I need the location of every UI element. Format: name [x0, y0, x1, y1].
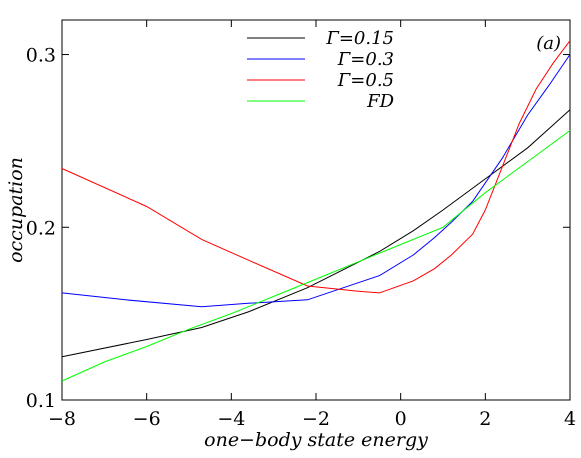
series-line-3 [61, 130, 571, 382]
axis-ticks: −8 −6 −4 −2 0 2 4 0.1 0.2 0.3 [26, 20, 576, 430]
legend-label-1: Γ=0.3 [337, 49, 394, 70]
series-line-1 [61, 54, 571, 308]
series-line-0 [61, 109, 571, 358]
y-axis-label: occupation [5, 157, 27, 263]
x-tick-label: −4 [217, 408, 245, 430]
x-tick-label: −2 [302, 408, 330, 430]
legend-label-0: Γ=0.15 [325, 28, 394, 49]
x-tick-label: 0 [395, 408, 407, 430]
legend-label-3: FD [366, 91, 394, 112]
series-line-2 [61, 40, 571, 294]
series-layer [61, 40, 571, 382]
x-tick-label: −6 [133, 408, 161, 430]
x-tick-label: −8 [48, 408, 76, 430]
y-tick-label: 0.1 [26, 390, 56, 412]
legend: Γ=0.15Γ=0.3Γ=0.5FD [247, 28, 395, 112]
x-tick-label: 2 [479, 408, 491, 430]
y-tick-label: 0.3 [26, 45, 56, 67]
panel-label: (a) [536, 33, 561, 54]
plot-frame [61, 19, 571, 401]
legend-label-2: Γ=0.5 [337, 70, 394, 91]
y-tick-label: 0.2 [26, 217, 56, 239]
x-tick-label: 4 [564, 408, 576, 430]
x-axis-label: one−body state energy [204, 429, 428, 451]
